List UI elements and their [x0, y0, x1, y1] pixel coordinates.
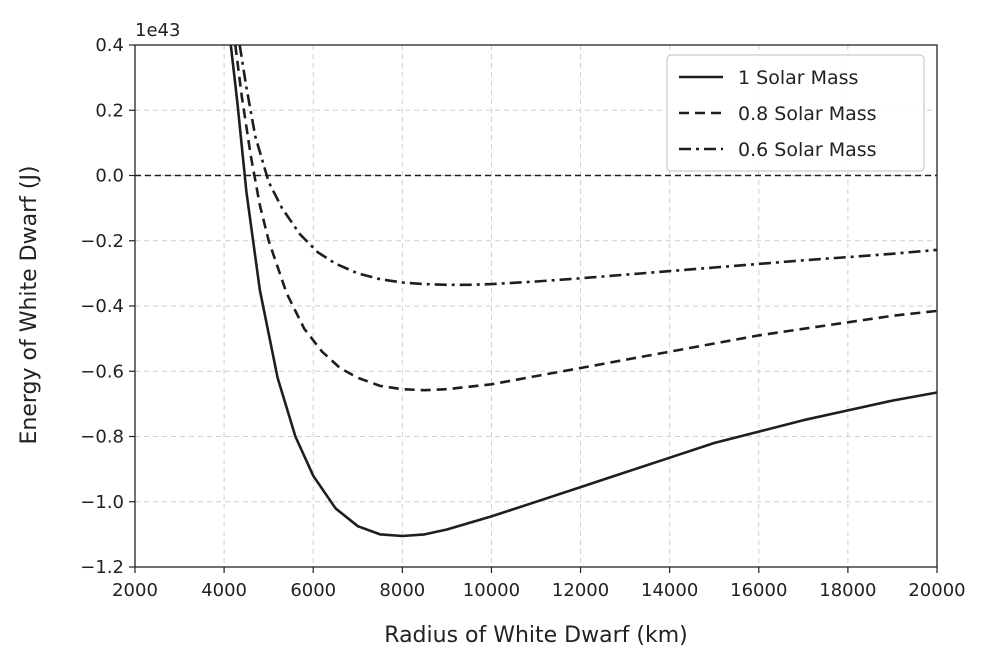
series-line-2 [238, 44, 938, 287]
legend: 1 Solar Mass 0.8 Solar Mass 0.6 Solar Ma… [666, 54, 925, 172]
x-axis: 2000 4000 6000 8000 10000 12000 14000 16000 1800… [112, 567, 966, 601]
x-tick-label: 12000 [552, 580, 609, 601]
x-axis-label: Radius of White Dwarf (km) [384, 623, 687, 648]
x-tick-label: 10000 [463, 580, 520, 601]
x-tick-label: 6000 [290, 580, 336, 601]
x-tick-label: 18000 [819, 580, 876, 601]
y-tick-label: 0.4 [95, 35, 124, 56]
y-offset-text: 1e43 [135, 20, 180, 41]
x-tick-label: 4000 [201, 580, 247, 601]
y-tick-label: −1.0 [80, 492, 124, 513]
series-lines [229, 44, 938, 538]
y-tick-label: 0.0 [95, 166, 124, 187]
x-tick-label: 2000 [112, 580, 158, 601]
y-tick-label: −0.8 [80, 427, 124, 448]
y-axis-label: Energy of White Dwarf (J) [17, 165, 42, 444]
y-tick-label: −0.4 [80, 296, 124, 317]
series-line-0 [229, 44, 938, 538]
y-axis: 0.4 0.2 0.0 −0.2 −0.4 −0.6 −0.8 −1.0 −1.2 [80, 35, 135, 578]
series-line-1 [234, 44, 938, 392]
x-tick-label: 14000 [641, 580, 698, 601]
legend-label-1-solar-mass: 1 Solar Mass [738, 67, 858, 89]
y-tick-label: 0.2 [95, 100, 124, 121]
x-tick-label: 8000 [379, 580, 425, 601]
x-tick-label: 16000 [730, 580, 787, 601]
y-tick-label: −1.2 [80, 557, 124, 578]
y-tick-label: −0.6 [80, 361, 124, 382]
legend-label-0-8-solar-mass: 0.8 Solar Mass [738, 103, 877, 125]
x-tick-label: 20000 [908, 580, 965, 601]
legend-label-0-6-solar-mass: 0.6 Solar Mass [738, 139, 877, 161]
legend-box [666, 54, 925, 172]
y-tick-label: −0.2 [80, 231, 124, 252]
